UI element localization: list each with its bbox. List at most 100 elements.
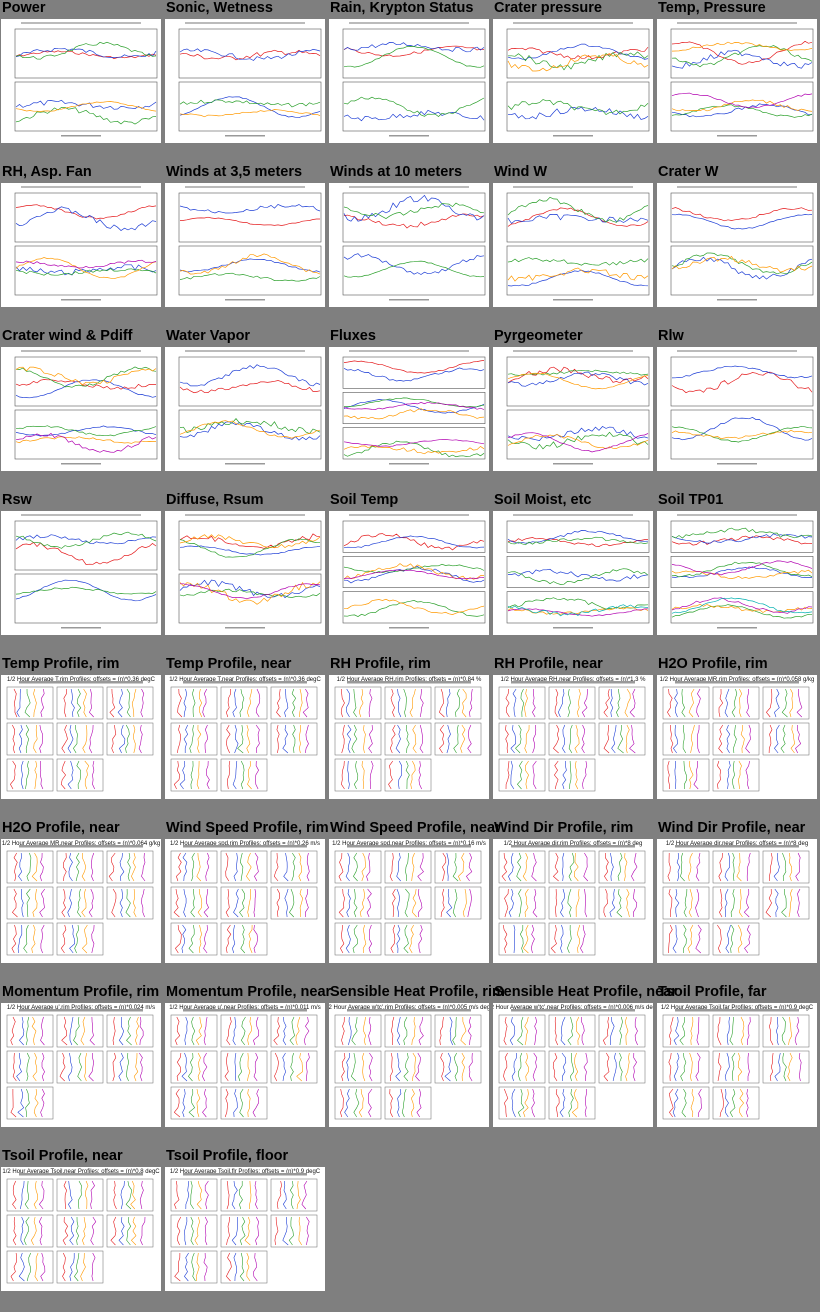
plot-thumbnail[interactable]: Sonic, Wetness (164, 0, 328, 164)
thumbnail-title[interactable]: H2O Profile, near (2, 820, 120, 836)
thumbnail-title[interactable]: Sensible Heat Profile, rim (330, 984, 505, 1000)
plot-image[interactable]: 1/2 Hour Average T.rim Profiles; offsets… (1, 675, 161, 799)
plot-image[interactable] (1, 183, 161, 307)
plot-thumbnail[interactable]: Power (0, 0, 164, 164)
plot-thumbnail[interactable]: Rsw (0, 492, 164, 656)
plot-thumbnail[interactable]: H2O Profile, near 1/2 Hour Average MR.nea… (0, 820, 164, 984)
plot-thumbnail[interactable]: Fluxes (328, 328, 492, 492)
thumbnail-title[interactable]: Winds at 10 meters (330, 164, 463, 180)
thumbnail-title[interactable]: Wind Dir Profile, rim (494, 820, 634, 836)
plot-thumbnail[interactable]: Temp, Pressure (656, 0, 820, 164)
thumbnail-title[interactable]: Temp Profile, rim (2, 656, 120, 672)
thumbnail-title[interactable]: Fluxes (330, 328, 376, 344)
plot-thumbnail[interactable]: Winds at 3,5 meters (164, 164, 328, 328)
plot-image[interactable] (657, 511, 817, 635)
thumbnail-title[interactable]: Wind W (494, 164, 548, 180)
plot-thumbnail[interactable]: Crater W (656, 164, 820, 328)
plot-thumbnail[interactable]: Momentum Profile, near 1/2 Hour Average u… (164, 984, 332, 1148)
thumbnail-title[interactable]: Tsoil Profile, floor (166, 1148, 289, 1164)
plot-image[interactable]: 1/2 Hour Average MR.rim Profiles; offset… (657, 675, 817, 799)
plot-thumbnail[interactable]: Winds at 10 meters (328, 164, 492, 328)
plot-image[interactable] (329, 183, 489, 307)
thumbnail-title[interactable]: Sonic, Wetness (166, 0, 273, 16)
plot-image[interactable] (329, 19, 489, 143)
plot-image[interactable] (1, 347, 161, 471)
plot-image[interactable] (493, 347, 653, 471)
thumbnail-title[interactable]: Wind Speed Profile, rim (166, 820, 329, 836)
plot-image[interactable]: 1/2 Hour Average dir.near Profiles; offs… (657, 839, 817, 963)
plot-thumbnail[interactable]: Sensible Heat Profile, rim 1/2 Hour Avera… (328, 984, 505, 1148)
plot-image[interactable] (493, 511, 653, 635)
plot-thumbnail[interactable]: Pyrgeometer (492, 328, 656, 492)
thumbnail-title[interactable]: Temp, Pressure (658, 0, 766, 16)
thumbnail-title[interactable]: RH Profile, near (494, 656, 603, 672)
plot-image[interactable] (1, 19, 161, 143)
thumbnail-title[interactable]: Temp Profile, near (166, 656, 292, 672)
plot-thumbnail[interactable]: Wind Dir Profile, near 1/2 Hour Average d… (656, 820, 820, 984)
thumbnail-title[interactable]: Crater W (658, 164, 719, 180)
thumbnail-title[interactable]: Soil TP01 (658, 492, 724, 508)
plot-image[interactable]: 1/2 Hour Average Tsoil.flr Profiles; off… (165, 1167, 325, 1291)
plot-image[interactable]: 1/2 Hour Average RH.rim Profiles; offset… (329, 675, 489, 799)
plot-image[interactable]: 1/2 Hour Average dir.rim Profiles; offse… (493, 839, 653, 963)
plot-thumbnail[interactable]: H2O Profile, rim 1/2 Hour Average MR.rim … (656, 656, 820, 820)
plot-thumbnail[interactable]: Momentum Profile, rim 1/2 Hour Average u'… (0, 984, 164, 1148)
thumbnail-title[interactable]: Pyrgeometer (494, 328, 583, 344)
plot-thumbnail[interactable]: Sensible Heat Profile, near 1/2 Hour Aver… (492, 984, 677, 1148)
plot-image[interactable] (329, 347, 489, 471)
thumbnail-title[interactable]: Soil Moist, etc (494, 492, 592, 508)
plot-image[interactable]: 1/2 Hour Average T.near Profiles; offset… (165, 675, 325, 799)
thumbnail-title[interactable]: Crater pressure (494, 0, 602, 16)
plot-thumbnail[interactable]: RH, Asp. Fan (0, 164, 164, 328)
thumbnail-title[interactable]: Sensible Heat Profile, near (494, 984, 677, 1000)
plot-image[interactable]: 1/2 Hour Average u'.rim Profiles; offset… (1, 1003, 161, 1127)
plot-thumbnail[interactable]: RH Profile, near 1/2 Hour Average RH.near… (492, 656, 656, 820)
thumbnail-title[interactable]: Tsoil Profile, far (658, 984, 767, 1000)
thumbnail-title[interactable]: Rlw (658, 328, 684, 344)
thumbnail-title[interactable]: Momentum Profile, rim (2, 984, 160, 1000)
thumbnail-title[interactable]: RH, Asp. Fan (2, 164, 92, 180)
thumbnail-title[interactable]: Rsw (2, 492, 32, 508)
plot-thumbnail[interactable]: Temp Profile, near 1/2 Hour Average T.nea… (164, 656, 328, 820)
plot-thumbnail[interactable]: Crater pressure (492, 0, 656, 164)
plot-thumbnail[interactable]: Soil Moist, etc (492, 492, 656, 656)
plot-image[interactable] (493, 19, 653, 143)
plot-image[interactable] (165, 19, 325, 143)
thumbnail-title[interactable]: RH Profile, rim (330, 656, 431, 672)
thumbnail-title[interactable]: Wind Speed Profile, near (330, 820, 501, 836)
thumbnail-title[interactable]: Diffuse, Rsum (166, 492, 264, 508)
plot-image[interactable] (493, 183, 653, 307)
plot-thumbnail[interactable]: Soil TP01 (656, 492, 820, 656)
thumbnail-title[interactable]: Power (2, 0, 46, 16)
thumbnail-title[interactable]: Tsoil Profile, near (2, 1148, 123, 1164)
thumbnail-title[interactable]: Water Vapor (166, 328, 251, 344)
plot-image[interactable] (165, 347, 325, 471)
plot-thumbnail[interactable]: Diffuse, Rsum (164, 492, 328, 656)
plot-thumbnail[interactable]: Tsoil Profile, near 1/2 Hour Average Tsoi… (0, 1148, 164, 1312)
plot-image[interactable] (657, 347, 817, 471)
plot-image[interactable] (329, 511, 489, 635)
thumbnail-title[interactable]: H2O Profile, rim (658, 656, 768, 672)
thumbnail-title[interactable]: Momentum Profile, near (166, 984, 332, 1000)
plot-thumbnail[interactable]: Crater wind & Pdiff (0, 328, 164, 492)
plot-image[interactable]: 1/2 Hour Average w'tc'.near Profiles; of… (493, 1003, 653, 1127)
plot-image[interactable]: 1/2 Hour Average Tsoil.near Profiles; of… (1, 1167, 161, 1291)
plot-image[interactable] (657, 183, 817, 307)
plot-thumbnail[interactable]: Soil Temp (328, 492, 492, 656)
plot-image[interactable] (657, 19, 817, 143)
plot-image[interactable] (165, 183, 325, 307)
plot-image[interactable] (1, 511, 161, 635)
plot-thumbnail[interactable]: Tsoil Profile, floor 1/2 Hour Average Tso… (164, 1148, 328, 1312)
plot-image[interactable]: 1/2 Hour Average spd.near Profiles; offs… (329, 839, 489, 963)
thumbnail-title[interactable]: Rain, Krypton Status (330, 0, 474, 16)
plot-image[interactable]: 1/2 Hour Average Tsoil.far Profiles; off… (657, 1003, 817, 1127)
plot-thumbnail[interactable]: RH Profile, rim 1/2 Hour Average RH.rim P… (328, 656, 492, 820)
thumbnail-title[interactable]: Wind Dir Profile, near (658, 820, 806, 836)
plot-image[interactable]: 1/2 Hour Average spd.rim Profiles; offse… (165, 839, 325, 963)
plot-thumbnail[interactable]: Rain, Krypton Status (328, 0, 492, 164)
plot-thumbnail[interactable]: Wind Dir Profile, rim 1/2 Hour Average di… (492, 820, 656, 984)
plot-image[interactable]: 1/2 Hour Average MR.near Profiles; offse… (1, 839, 161, 963)
thumbnail-title[interactable]: Crater wind & Pdiff (2, 328, 133, 344)
plot-thumbnail[interactable]: Wind W (492, 164, 656, 328)
plot-image[interactable]: 1/2 Hour Average u'.near Profiles; offse… (165, 1003, 325, 1127)
